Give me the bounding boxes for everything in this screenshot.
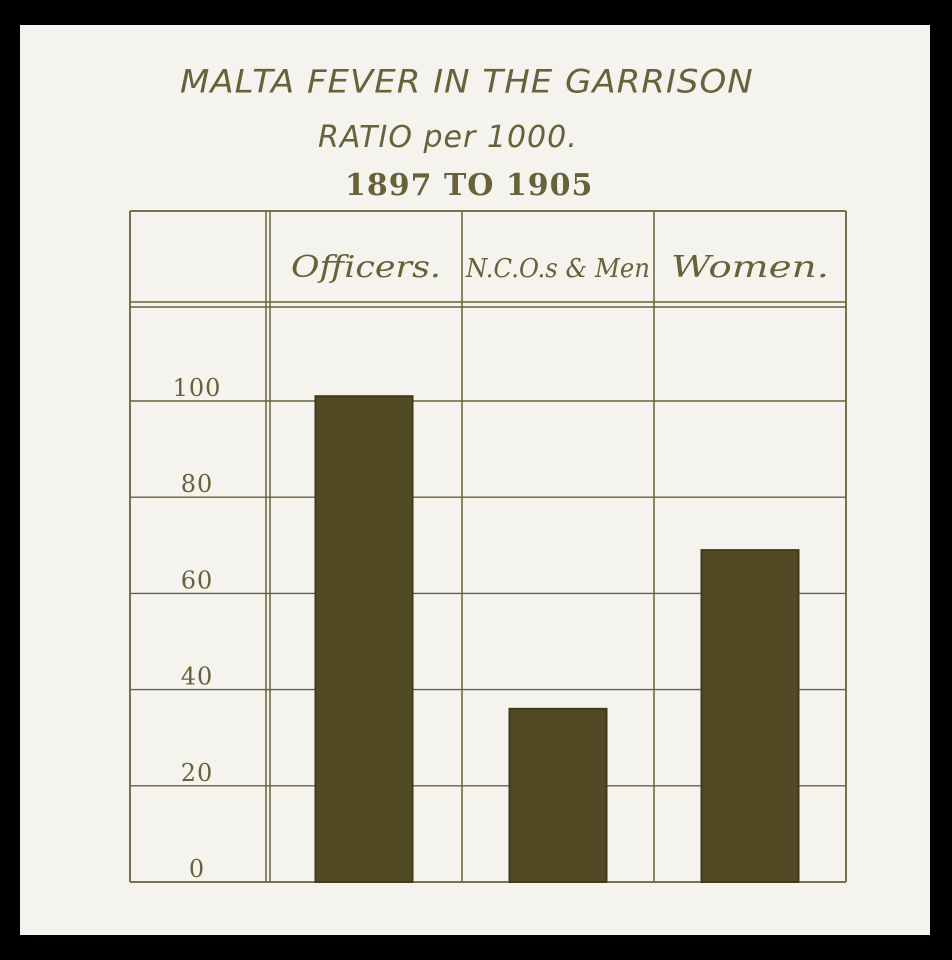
- chart-labels: 0 20 40 60 80 100 Officers. N.C.O.s & Men Women.: [173, 250, 829, 883]
- chart-bars: [314, 395, 800, 884]
- category-label: Women.: [671, 250, 829, 285]
- bar: [508, 707, 608, 884]
- y-tick-label: 60: [181, 566, 214, 594]
- chart-subtitle: RATIO per 1000.: [318, 120, 578, 155]
- y-tick-label: 20: [181, 759, 214, 787]
- y-tick-label: 80: [181, 470, 214, 498]
- bar: [314, 395, 414, 883]
- chart-title: MALTA FEVER IN THE GARRISON: [180, 63, 754, 101]
- category-label: Officers.: [291, 250, 441, 285]
- y-tick-label: 100: [173, 374, 222, 402]
- bar: [700, 549, 800, 883]
- y-tick-label: 0: [189, 855, 205, 883]
- chart-date-range: 1897 TO 1905: [345, 168, 594, 203]
- y-tick-label: 40: [181, 663, 214, 691]
- category-label: N.C.O.s & Men: [465, 254, 650, 284]
